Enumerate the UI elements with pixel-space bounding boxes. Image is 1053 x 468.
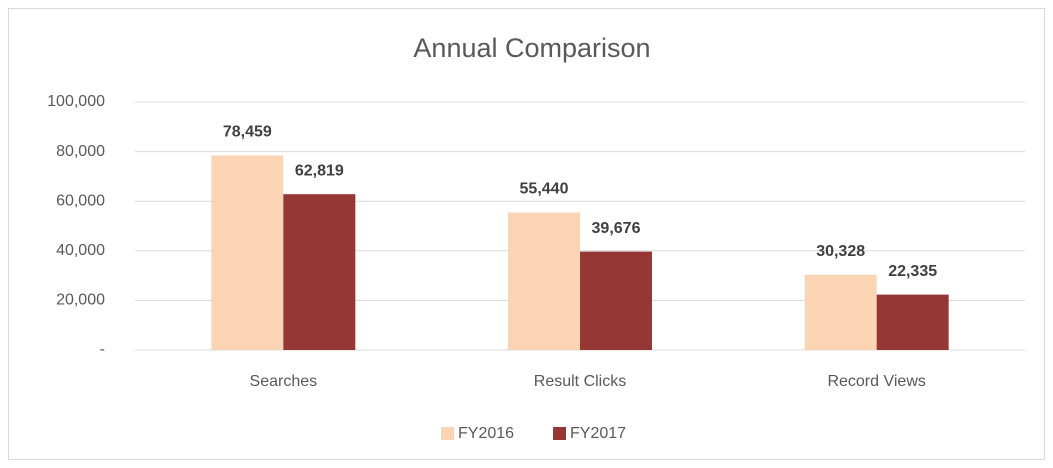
bar bbox=[804, 274, 877, 350]
y-tick-label: - bbox=[100, 341, 105, 358]
x-tick-label: Record Views bbox=[827, 373, 925, 390]
legend-label: FY2016 bbox=[458, 425, 514, 442]
y-tick-label: 80,000 bbox=[56, 143, 105, 160]
x-tick-label: Result Clicks bbox=[534, 373, 626, 390]
data-label: 22,335 bbox=[888, 263, 937, 280]
bar bbox=[508, 212, 580, 350]
legend-swatch bbox=[441, 427, 454, 440]
legend-swatch bbox=[553, 427, 566, 440]
data-label: 55,440 bbox=[520, 181, 569, 198]
y-tick-label: 20,000 bbox=[56, 292, 105, 309]
data-label: 62,819 bbox=[295, 162, 344, 179]
y-tick-label: 100,000 bbox=[47, 93, 105, 110]
chart-title: Annual Comparison bbox=[413, 33, 650, 63]
bar bbox=[211, 155, 284, 350]
legend-label: FY2017 bbox=[570, 425, 626, 442]
y-tick-label: 40,000 bbox=[56, 242, 105, 259]
data-label: 78,459 bbox=[223, 124, 272, 141]
data-label: 39,676 bbox=[592, 220, 641, 237]
y-tick-label: 60,000 bbox=[56, 192, 105, 209]
bar bbox=[876, 294, 949, 350]
x-tick-label: Searches bbox=[250, 373, 318, 390]
data-label: 30,328 bbox=[816, 243, 865, 260]
bar bbox=[283, 194, 356, 350]
bar bbox=[580, 251, 652, 350]
